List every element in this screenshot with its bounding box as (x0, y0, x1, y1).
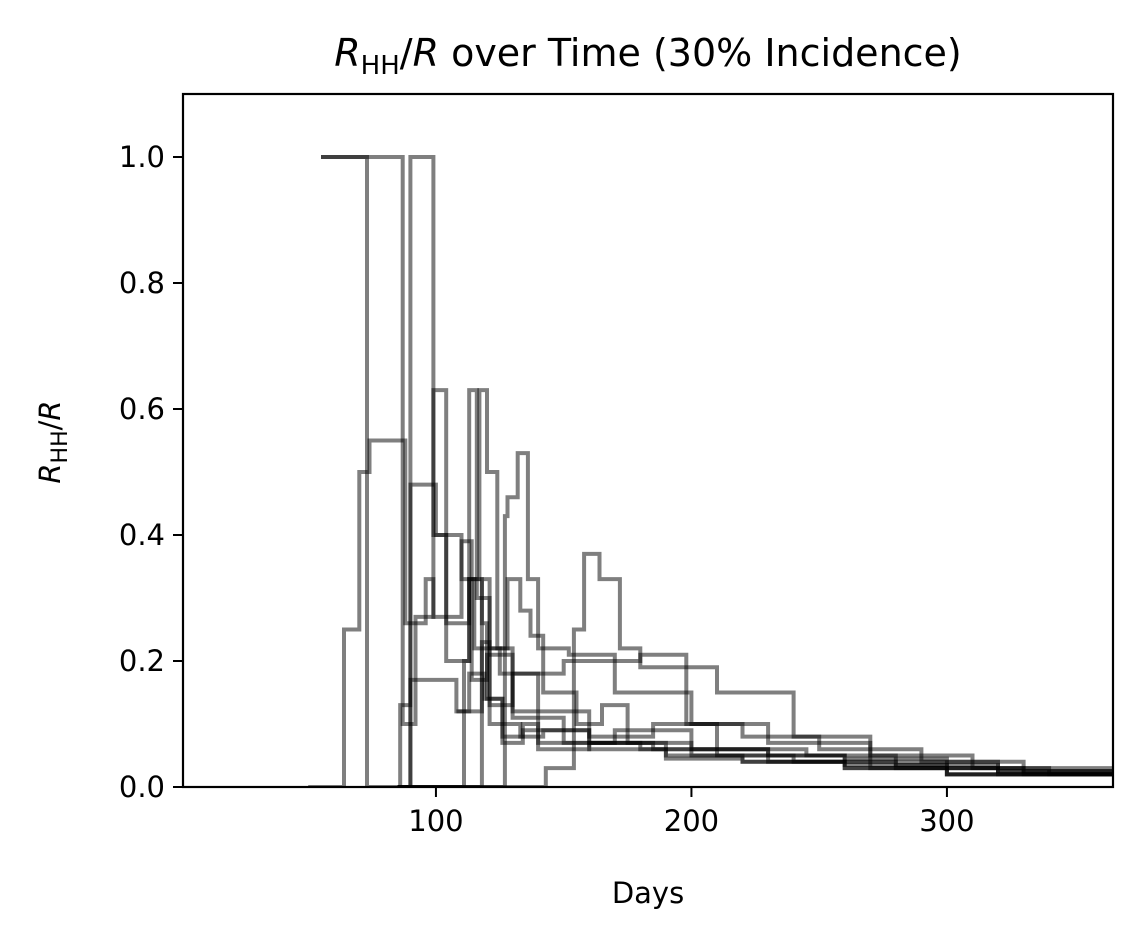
series-line-6 (397, 577, 1113, 787)
x-tick-label: 200 (664, 804, 719, 838)
plot-area (183, 94, 1113, 787)
y-tick-label: 0.4 (119, 518, 165, 552)
plot-background (183, 94, 1113, 787)
series-layer (308, 155, 1113, 787)
series-line-9 (397, 551, 1113, 787)
y-tick-label: 0.8 (119, 266, 165, 300)
series-line-7 (397, 577, 1113, 787)
x-tick-label: 300 (919, 804, 974, 838)
axes-frame (181, 92, 1115, 789)
x-axis-label: Days (612, 876, 684, 910)
chart-title: RHH/R over Time (30% Incidence) (334, 31, 962, 81)
y-tick-label: 1.0 (119, 140, 165, 174)
y-tick-label: 0.0 (119, 770, 165, 804)
y-tick-label: 0.6 (119, 392, 165, 426)
y-axis-label: RHH/R (33, 400, 73, 483)
series-line-10 (456, 640, 1113, 774)
y-tick-label: 0.2 (119, 644, 165, 678)
x-tick-label: 100 (408, 804, 463, 838)
axes-layer: 100 200 300 0.0 0.2 0.4 0.6 0.8 1.0 (119, 92, 1115, 838)
